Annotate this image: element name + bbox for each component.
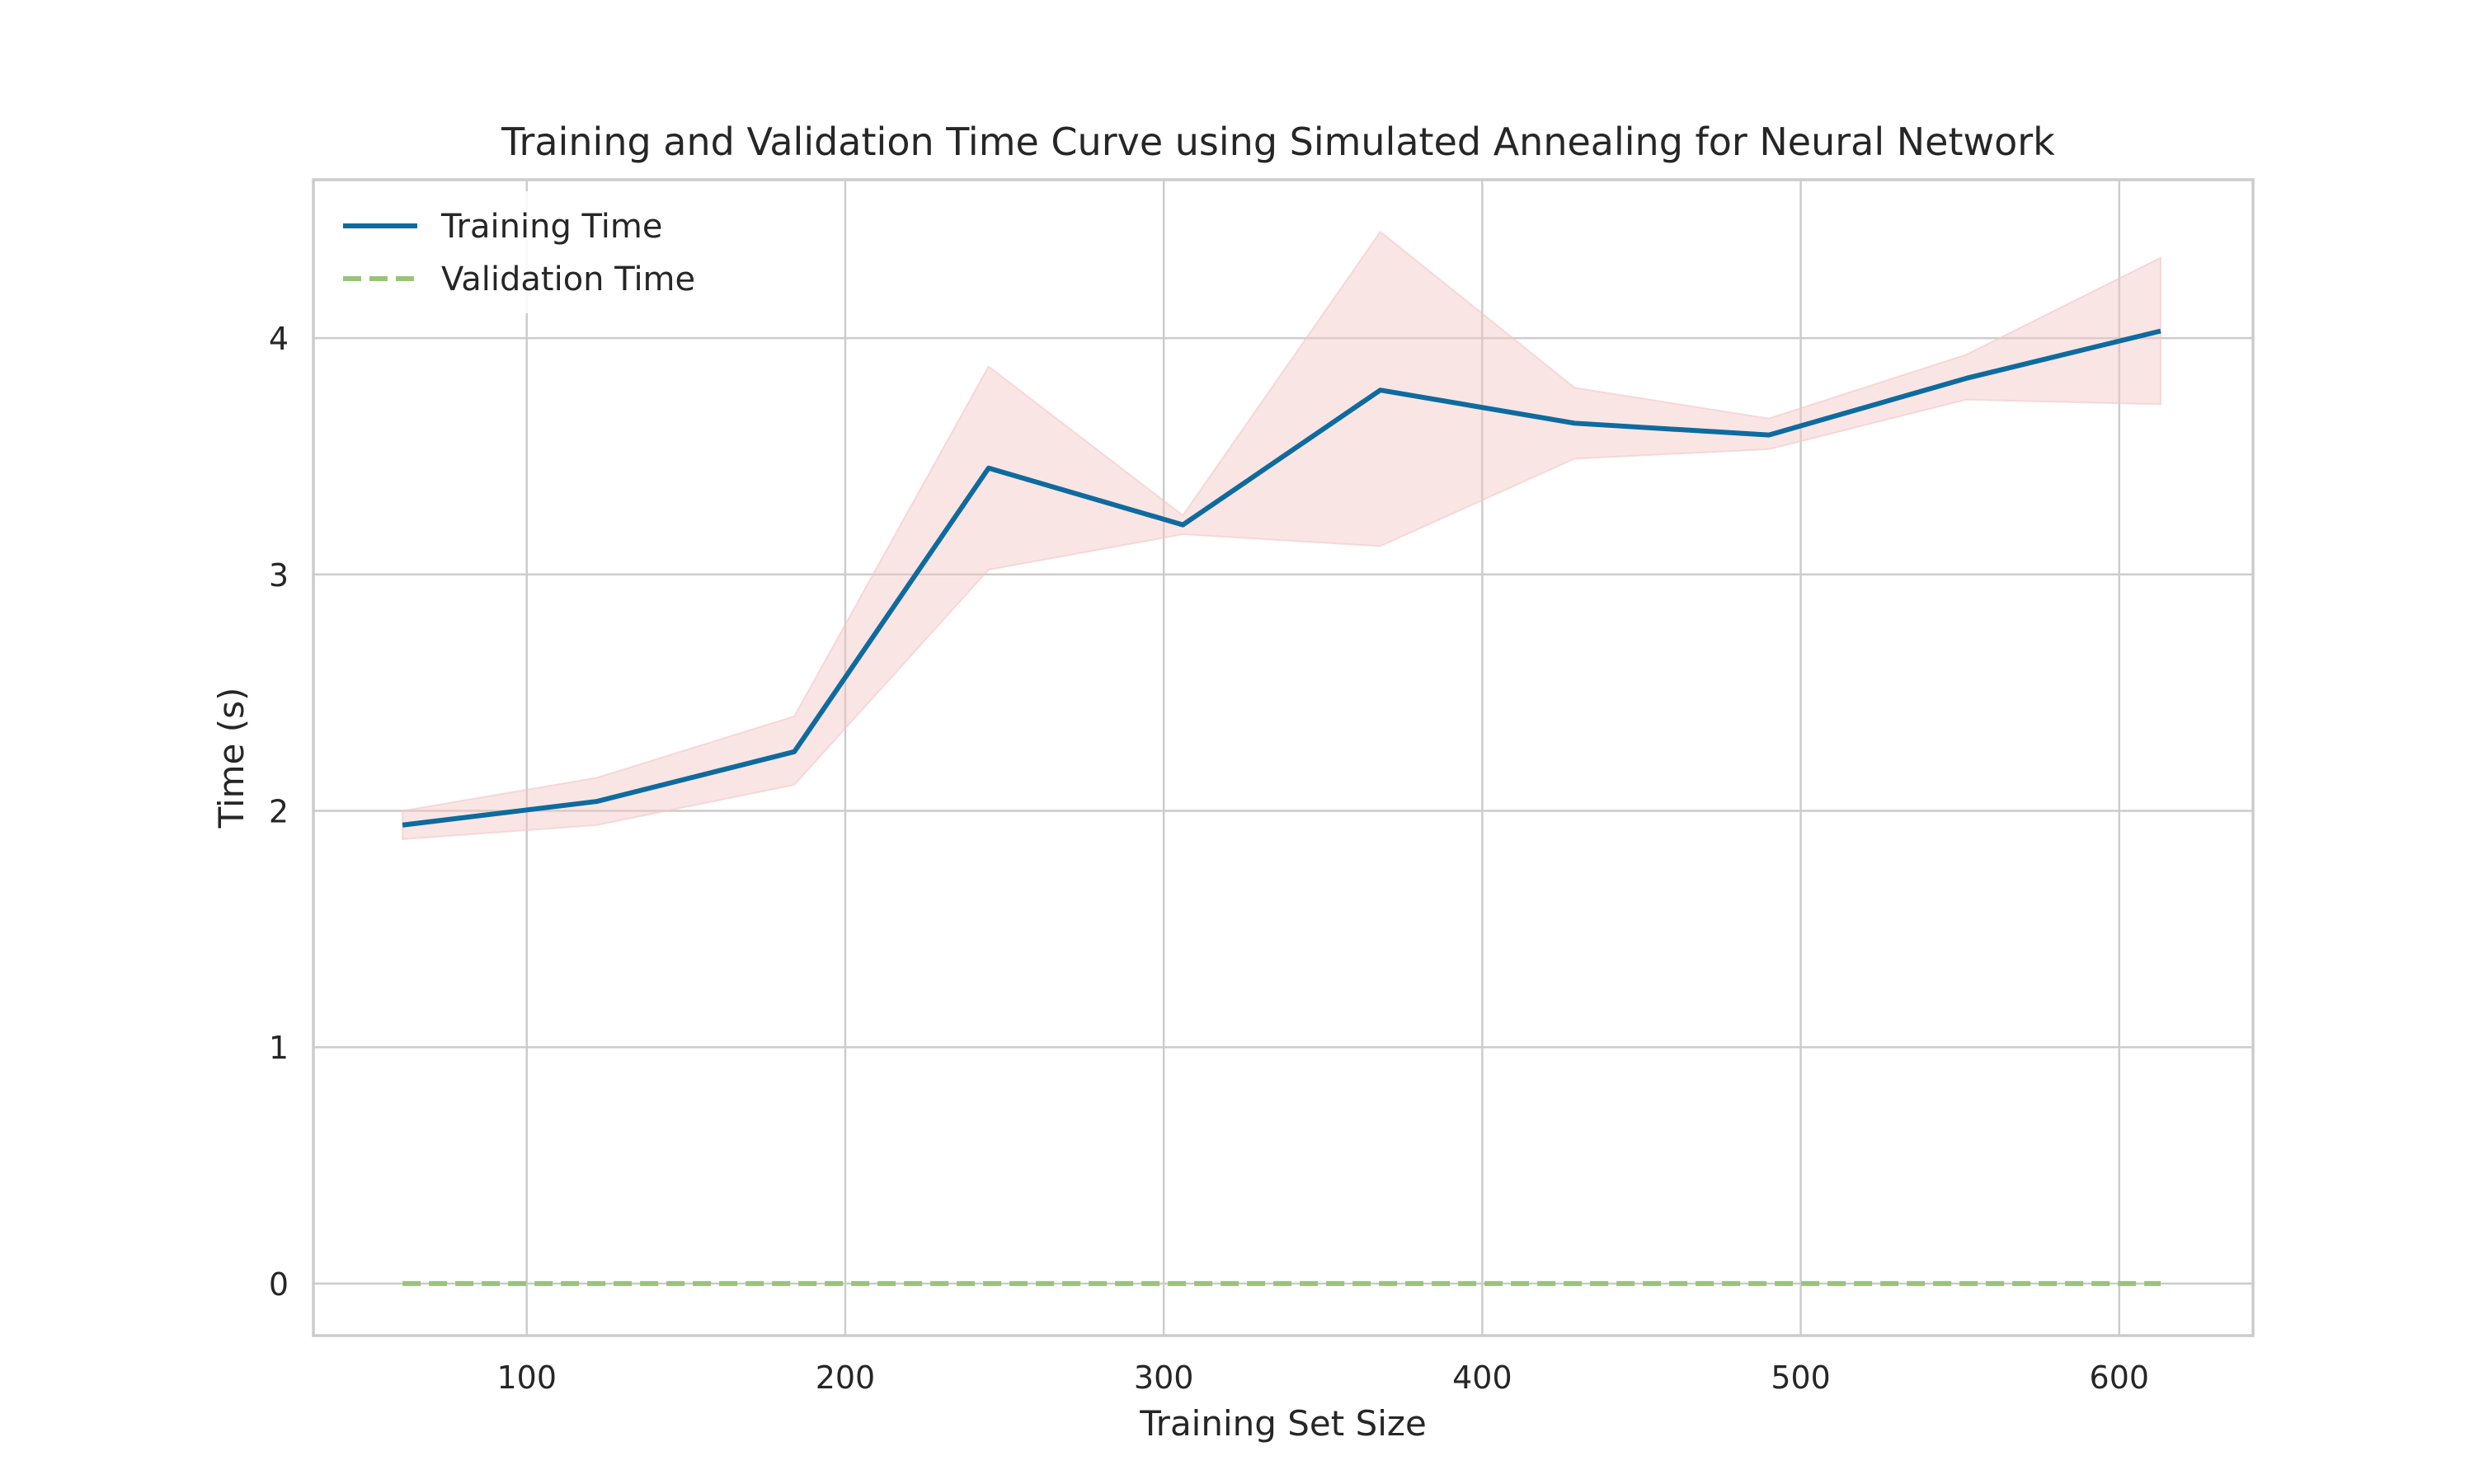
chart-title: Training and Validation Time Curve using… — [501, 120, 2055, 164]
y-tick-label: 3 — [269, 557, 289, 594]
y-tick-labels: 0 1 2 3 4 — [269, 321, 289, 1303]
legend-label-training-time: Training Time — [440, 208, 662, 246]
series-layer — [402, 328, 2161, 1286]
x-axis-label: Training Set Size — [1139, 1403, 1427, 1444]
x-tick-label: 300 — [1134, 1360, 1194, 1396]
grid — [313, 180, 2253, 1336]
y-tick-label: 2 — [269, 794, 289, 830]
legend-label-validation-time: Validation Time — [441, 261, 695, 298]
x-tick-label: 200 — [816, 1360, 876, 1396]
y-axis-label: Time (s) — [211, 688, 252, 829]
confidence-band-training-time — [402, 230, 2161, 840]
confidence-band-layer — [402, 230, 2161, 840]
x-tick-label: 500 — [1771, 1360, 1831, 1396]
plot-frame — [312, 178, 2255, 1337]
y-tick-label: 1 — [269, 1030, 289, 1066]
series-line-training-time — [402, 328, 2161, 828]
legend: Training Time Validation Time — [326, 191, 755, 313]
x-tick-labels: 100 200 300 400 500 600 — [496, 1360, 2149, 1396]
x-tick-label: 400 — [1452, 1360, 1512, 1396]
y-tick-label: 4 — [269, 321, 289, 357]
x-tick-label: 600 — [2090, 1360, 2150, 1396]
y-tick-label: 0 — [269, 1266, 289, 1303]
x-tick-label: 100 — [496, 1360, 557, 1396]
legend-box — [326, 191, 755, 313]
